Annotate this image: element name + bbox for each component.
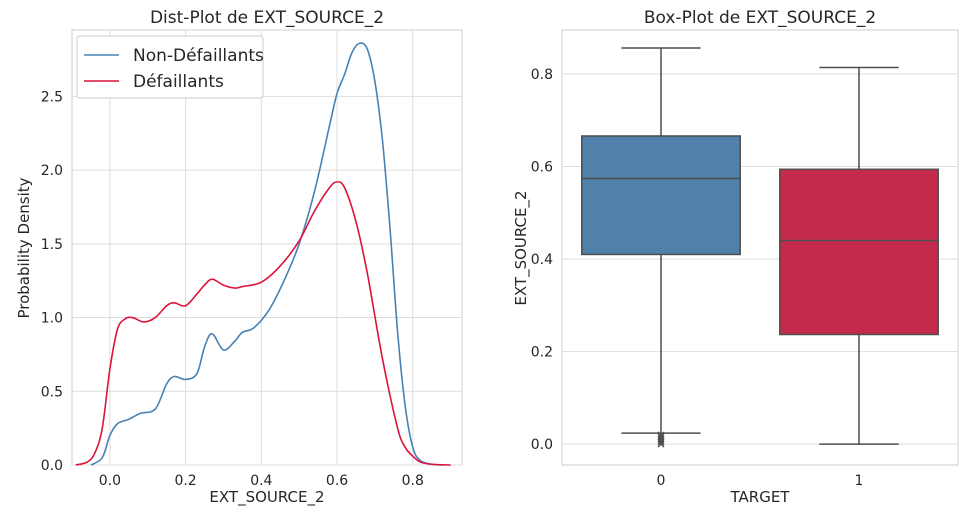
y-tick-label: 1.5	[41, 237, 63, 253]
y-tick-label: 0.8	[531, 67, 553, 83]
y-tick-label: 0.0	[41, 458, 63, 474]
legend-label-defaillants: Défaillants	[133, 72, 224, 92]
legend-label-non-defaillants: Non-Défaillants	[133, 46, 264, 66]
series-line-defaillants	[75, 181, 451, 466]
y-tick-label: 0.6	[531, 160, 553, 176]
box-iqr	[779, 168, 939, 336]
y-tick-label: 2.5	[41, 89, 63, 105]
x-tick-label: 1	[855, 473, 864, 489]
y-tick-label: 0.5	[41, 384, 63, 400]
box-iqr	[581, 135, 741, 256]
dist-plot-grid	[72, 30, 462, 466]
dist-plot-frame	[71, 29, 463, 466]
dist-plot-y-ticks: 0.0 0.5 1.0 1.5 2.0 2.5	[41, 89, 63, 474]
outlier-point	[657, 433, 665, 441]
dist-plot-title: Dist-Plot de EXT_SOURCE_2	[150, 8, 384, 28]
dist-plot-x-ticks: 0.0 0.2 0.4 0.6 0.8	[99, 473, 424, 489]
box-plot-boxes	[581, 47, 939, 448]
legend-box	[76, 35, 264, 99]
x-tick-label: 0.0	[99, 473, 121, 489]
box-plot-y-ticks: 0.0 0.2 0.4 0.6 0.8	[531, 67, 553, 453]
y-tick-label: 0.0	[531, 437, 553, 453]
x-tick-label: 0.2	[174, 473, 196, 489]
box-plot-x-label: TARGET	[730, 488, 791, 506]
box-plot-title: Box-Plot de EXT_SOURCE_2	[644, 8, 876, 28]
series-line-non-defaillants	[90, 42, 444, 466]
dist-plot-lines	[75, 42, 451, 466]
dist-plot-panel: 0.0 0.2 0.4 0.6 0.8 0.0 0.5 1.0 1.5 2.0 2.5 Dist-…	[15, 8, 463, 507]
box-target-1	[779, 66, 939, 445]
x-tick-label: 0	[657, 473, 666, 489]
legend: Non-Défaillants Défaillants	[76, 35, 264, 99]
y-tick-label: 0.2	[531, 345, 553, 361]
dist-plot-y-label: Probability Density	[15, 177, 33, 318]
box-target-0	[581, 47, 741, 448]
box-plot-y-label: EXT_SOURCE_2	[512, 190, 531, 305]
x-tick-label: 0.6	[326, 473, 348, 489]
y-tick-label: 2.0	[41, 163, 63, 179]
dist-plot-x-label: EXT_SOURCE_2	[209, 488, 324, 507]
x-tick-label: 0.4	[250, 473, 272, 489]
y-tick-label: 1.0	[41, 311, 63, 327]
outlier-point	[657, 431, 665, 439]
y-tick-label: 0.4	[531, 252, 553, 268]
x-tick-label: 0.8	[402, 473, 424, 489]
